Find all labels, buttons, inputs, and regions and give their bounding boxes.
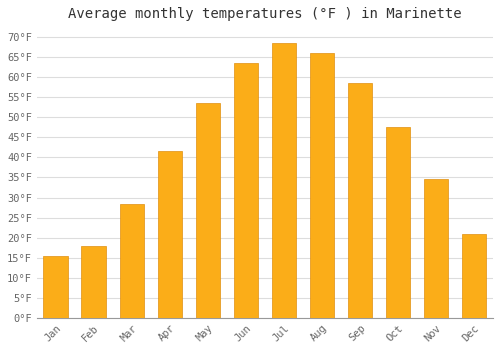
Bar [462,234,486,318]
Bar [44,256,68,318]
Bar [272,43,296,318]
Bar [196,103,220,318]
Bar [234,63,258,318]
Bar [348,83,372,318]
Bar [424,180,448,318]
Bar [386,127,410,318]
Title: Average monthly temperatures (°F ) in Marinette: Average monthly temperatures (°F ) in Ma… [68,7,462,21]
Bar [82,246,106,318]
Bar [120,204,144,318]
Bar [310,53,334,318]
Bar [158,152,182,318]
